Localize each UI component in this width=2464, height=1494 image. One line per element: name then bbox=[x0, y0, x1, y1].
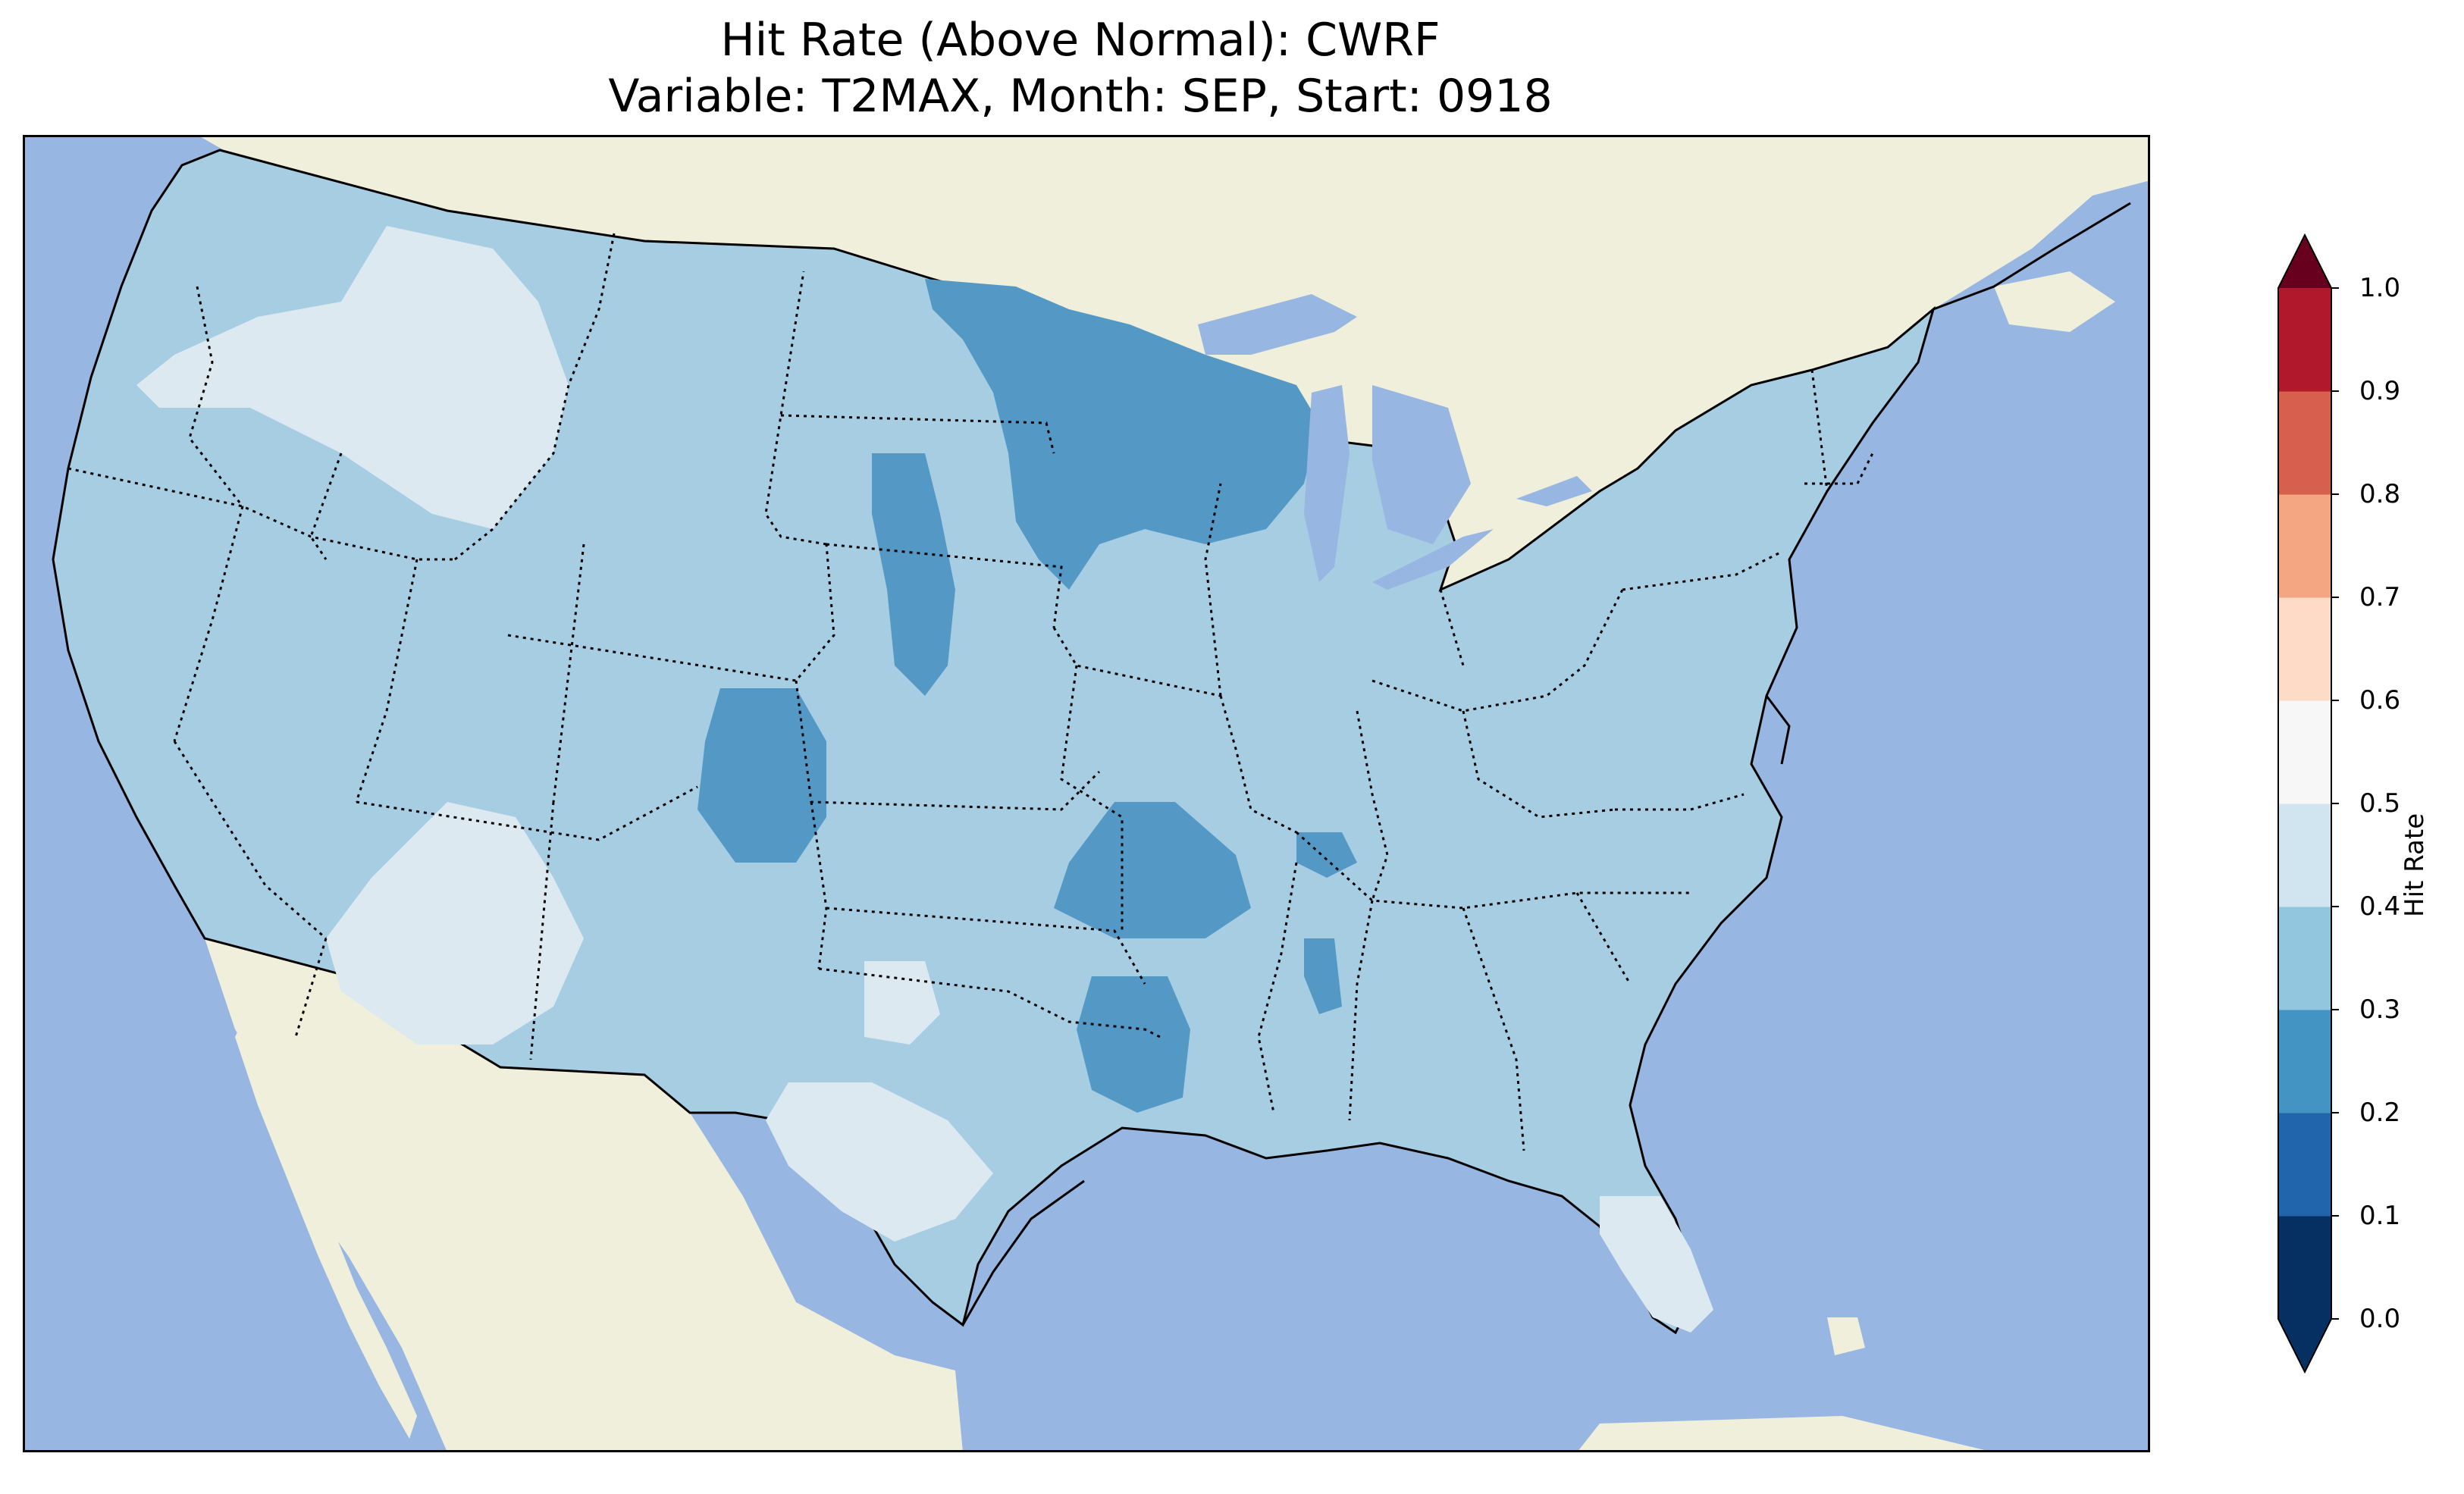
colorbar-bin bbox=[2278, 494, 2331, 598]
mexico-land bbox=[205, 938, 963, 1452]
colorbar-bin bbox=[2278, 803, 2331, 907]
colorbar-tick-label: 0.2 bbox=[2359, 1098, 2401, 1128]
colorbar-tick-label: 0.1 bbox=[2359, 1201, 2401, 1231]
cuba-land bbox=[1577, 1416, 1994, 1452]
colorbar-bin bbox=[2278, 288, 2331, 392]
colorbar-tick-label: 0.0 bbox=[2359, 1304, 2401, 1334]
region-florida bbox=[1600, 1196, 1713, 1333]
region-texas-panhandle bbox=[864, 961, 940, 1045]
nova-scotia bbox=[1994, 271, 2115, 332]
colorbar-bin bbox=[2278, 907, 2331, 1010]
lake-erie bbox=[1372, 529, 1494, 590]
bahamas-land bbox=[1827, 1317, 1865, 1355]
region-missouri bbox=[1054, 802, 1251, 938]
colorbar-bin bbox=[2278, 1113, 2331, 1217]
colorbar-extend-max bbox=[2278, 235, 2331, 288]
colorbar-bin bbox=[2278, 700, 2331, 804]
colorbar-tick-label: 1.0 bbox=[2359, 273, 2401, 303]
lake-huron bbox=[1372, 385, 1471, 544]
colorbar-extend-min bbox=[2278, 1319, 2331, 1372]
colorbar-tick-label: 0.6 bbox=[2359, 685, 2401, 716]
region-nebraska bbox=[872, 453, 955, 696]
canada-land bbox=[197, 135, 2150, 590]
colorbar bbox=[2277, 233, 2339, 1374]
lake-michigan bbox=[1304, 385, 1350, 582]
state-borders bbox=[67, 233, 1874, 1151]
region-northwest bbox=[136, 226, 569, 529]
colorbar-tick-label: 0.9 bbox=[2359, 376, 2401, 406]
colorbar-tick-label: 0.5 bbox=[2359, 788, 2401, 819]
region-upper-midwest bbox=[925, 279, 1319, 590]
region-ohio-valley bbox=[1296, 832, 1357, 878]
region-colorado bbox=[698, 688, 826, 863]
coastlines bbox=[961, 202, 2131, 1326]
colorbar-tick-label: 0.3 bbox=[2359, 994, 2401, 1025]
map-frame bbox=[23, 135, 2150, 1452]
chart-title: Hit Rate (Above Normal): CWRF bbox=[720, 14, 1440, 67]
colorbar-bin bbox=[2278, 1216, 2331, 1320]
colorbar-tick-label: 0.4 bbox=[2359, 891, 2401, 922]
lake-superior bbox=[1198, 294, 1357, 355]
colorbar-bin bbox=[2278, 597, 2331, 701]
lake-ontario bbox=[1516, 476, 1592, 506]
region-southwest bbox=[326, 802, 584, 1045]
region-mississippi bbox=[1304, 938, 1342, 1014]
map-panel bbox=[23, 135, 2150, 1452]
colorbar-tick-label: 0.8 bbox=[2359, 479, 2401, 509]
colorbar-tick-label: 0.7 bbox=[2359, 582, 2401, 612]
baja-california bbox=[235, 1007, 417, 1439]
colorbar-bin bbox=[2278, 1010, 2331, 1113]
region-west-texas bbox=[766, 1082, 993, 1242]
colorbar-bin bbox=[2278, 391, 2331, 495]
chart-subtitle: Variable: T2MAX, Month: SEP, Start: 0918 bbox=[608, 70, 1553, 123]
region-ne-texas bbox=[1077, 976, 1190, 1113]
